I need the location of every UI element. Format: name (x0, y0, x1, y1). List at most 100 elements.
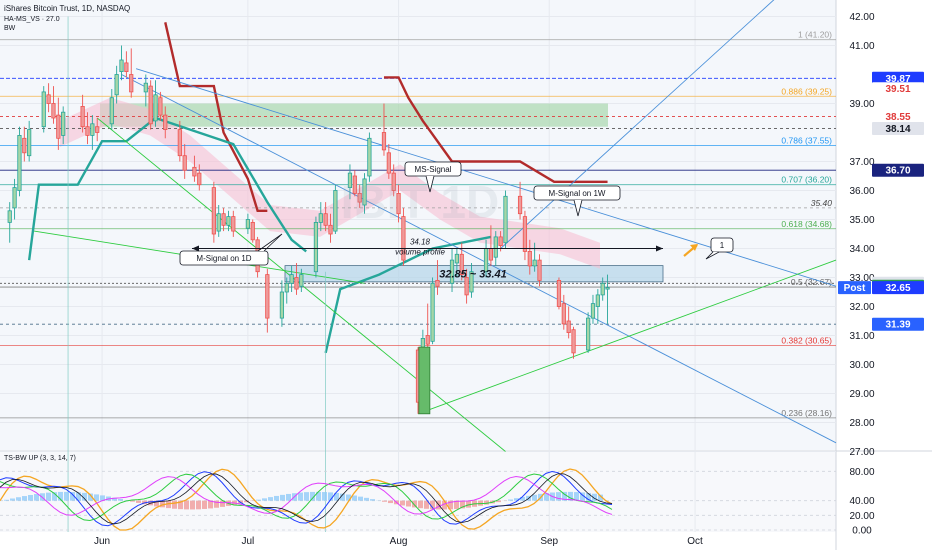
osc-hist-bar (196, 501, 201, 510)
osc-hist-bar (352, 496, 357, 501)
candle-body (159, 98, 162, 115)
candle-body (494, 237, 497, 257)
osc-tick-label: 40.00 (849, 496, 874, 507)
time-tick-label: Aug (390, 536, 408, 547)
post-badge-label: Post (844, 283, 866, 294)
osc-hist-bar (364, 498, 369, 501)
candle-body (222, 214, 225, 226)
price-tick-label: 36.00 (849, 186, 874, 197)
fib-label: 0.236 (28.16) (781, 408, 832, 418)
price-tag-label: 31.39 (885, 320, 910, 331)
osc-hist-bar (118, 499, 123, 501)
candle-body (198, 173, 201, 185)
candle-body (86, 127, 89, 136)
fib-label: 0.707 (36.20) (781, 175, 832, 185)
candle-body (455, 254, 458, 263)
fib-label: 0.886 (39.25) (781, 86, 832, 96)
price-tick-label: 34.00 (849, 244, 874, 255)
osc-hist-bar (268, 497, 273, 501)
candle-body (149, 86, 152, 124)
callout-text: M-Signal on 1D (196, 254, 251, 263)
candle-body (596, 295, 599, 307)
osc-hist-bar (172, 501, 177, 509)
price-tick-label: 28.00 (849, 418, 874, 429)
price-tag-label: 38.55 (885, 112, 910, 123)
candle-body (193, 167, 196, 176)
candle-body (130, 75, 133, 92)
price-tag-label: 39.51 (885, 84, 910, 95)
chart-title: iShares Bitcoin Trust, 1D, NASDAQ (4, 4, 130, 13)
osc-hist-bar (34, 494, 39, 501)
time-tick-label: Oct (687, 536, 703, 547)
volume-text: volume profile (395, 248, 445, 257)
level-label: 35.40 (811, 198, 833, 208)
candle-body (368, 138, 371, 176)
candle-body (8, 211, 11, 223)
indicator-label-2: BW (4, 25, 16, 32)
osc-hist-bar (322, 492, 327, 501)
candle-body (266, 275, 269, 319)
osc-hist-bar (532, 495, 537, 501)
candle-body (538, 260, 541, 280)
candle-body (591, 304, 594, 319)
candle-body (42, 92, 45, 127)
time-tick-label: Sep (540, 536, 558, 547)
fib-label: 0.786 (37.55) (781, 136, 832, 146)
indicator-label-1: HA-MS_VS · 27.0 (4, 16, 60, 23)
candle-body (96, 127, 99, 133)
candle-body (499, 237, 502, 246)
candle-body (61, 112, 64, 135)
candle-body (533, 260, 536, 266)
candle-body (319, 214, 322, 223)
time-tick-label: Jul (241, 536, 254, 547)
candle-body (27, 130, 30, 156)
ms-signal-callout-text: MS-Signal (415, 165, 452, 174)
osc-hist-bar (46, 493, 51, 501)
osc-tick-label: 20.00 (849, 511, 874, 522)
osc-hist-bar (556, 492, 561, 501)
candle-body (154, 95, 157, 121)
candle-body (115, 75, 118, 95)
candle-body (285, 283, 288, 292)
candle-body (251, 222, 254, 239)
price-tick-label: 31.00 (849, 331, 874, 342)
candle-body (52, 104, 55, 119)
price-tick-label: 27.00 (849, 447, 874, 458)
osc-hist-bar (400, 501, 405, 506)
osc-hist-bar (286, 494, 291, 501)
resistance-zone (100, 104, 608, 127)
price-tick-label: 37.00 (849, 157, 874, 168)
candle-body (164, 115, 167, 130)
candle-body (324, 214, 327, 226)
m-signal-1w-callout-text: M-Signal on 1W (549, 189, 606, 198)
osc-hist-bar (130, 501, 135, 502)
fib-label: 1 (41.20) (798, 30, 832, 40)
candle-body (125, 63, 128, 72)
range-box-label: 32.85 ~ 33.41 (439, 269, 507, 281)
candle-body (504, 196, 507, 242)
candle-body (91, 124, 94, 136)
osc-hist-bar (370, 499, 375, 501)
osc-hist-bar (418, 501, 423, 509)
candle-body (562, 304, 565, 324)
candle-body (212, 188, 215, 234)
candle-body (232, 217, 235, 232)
candle-body (334, 191, 337, 232)
oscillator-label: TS-BW UP (3, 3, 14, 7) (4, 455, 76, 462)
price-tick-label: 39.00 (849, 99, 874, 110)
price-tag-label: 32.65 (885, 283, 910, 294)
candle-body (295, 278, 298, 290)
candle-body (144, 83, 147, 92)
candle-body (300, 275, 303, 287)
candle-body (489, 249, 492, 261)
osc-hist-bar (382, 501, 387, 502)
candle-body (183, 156, 186, 171)
candle-body (23, 138, 26, 153)
candle-body (426, 336, 429, 345)
candle-body (567, 321, 570, 333)
candle-body (528, 251, 531, 266)
watermark: IBIT 1D (341, 176, 499, 228)
osc-hist-bar (256, 500, 261, 501)
